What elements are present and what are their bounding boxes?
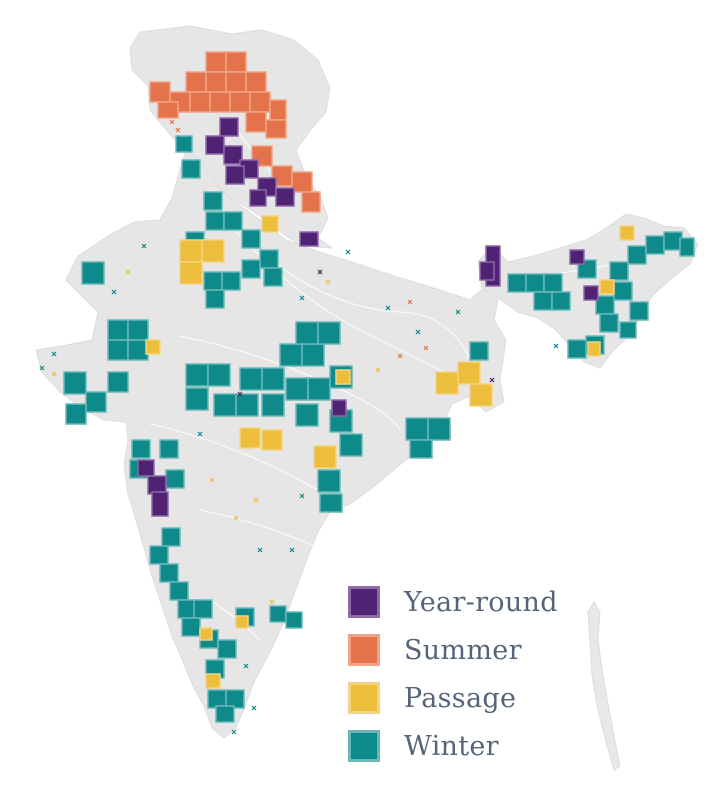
passage-swatch bbox=[348, 682, 380, 714]
legend-label: Summer bbox=[404, 634, 522, 666]
summer-cells bbox=[149, 51, 321, 213]
year-round-cells bbox=[137, 117, 599, 517]
year-round-swatch bbox=[348, 586, 380, 618]
island-chain bbox=[587, 601, 621, 771]
winter-swatch bbox=[348, 730, 380, 762]
legend-item-summer: Summer bbox=[348, 626, 608, 674]
record-markers bbox=[39, 119, 559, 735]
summer-swatch bbox=[348, 634, 380, 666]
passage-cells bbox=[145, 215, 635, 689]
map-legend: Year-round Summer Passage Winter bbox=[348, 578, 608, 770]
legend-item-passage: Passage bbox=[348, 674, 608, 722]
legend-label: Passage bbox=[404, 682, 517, 714]
legend-item-year-round: Year-round bbox=[348, 578, 608, 626]
legend-item-winter: Winter bbox=[348, 722, 608, 770]
legend-label: Winter bbox=[404, 730, 499, 762]
winter-cells bbox=[63, 135, 695, 723]
legend-label: Year-round bbox=[404, 586, 558, 618]
